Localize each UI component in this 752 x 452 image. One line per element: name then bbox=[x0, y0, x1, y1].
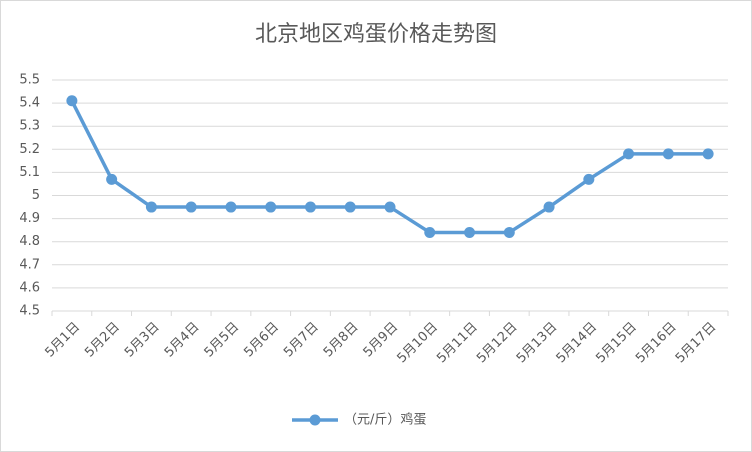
y-tick-label: 5.5 bbox=[19, 73, 40, 88]
chart-title: 北京地区鸡蛋价格走势图 bbox=[255, 22, 497, 47]
marker bbox=[503, 226, 515, 238]
y-tick-label: 5.4 bbox=[19, 96, 40, 111]
y-tick-label: 4.5 bbox=[19, 304, 40, 319]
marker bbox=[662, 148, 674, 160]
y-tick-label: 4.9 bbox=[19, 211, 40, 226]
marker bbox=[623, 148, 635, 160]
y-tick-label: 5.2 bbox=[19, 142, 40, 157]
marker bbox=[66, 95, 78, 107]
marker bbox=[583, 173, 595, 185]
y-tick-label: 4.6 bbox=[19, 280, 40, 295]
marker bbox=[265, 201, 277, 213]
marker bbox=[384, 201, 396, 213]
marker bbox=[424, 226, 436, 238]
y-tick-label: 5.1 bbox=[19, 165, 40, 180]
marker bbox=[702, 148, 714, 160]
y-tick-label: 5 bbox=[32, 188, 40, 203]
marker bbox=[225, 201, 237, 213]
marker bbox=[543, 201, 555, 213]
legend-label: （元/斤）鸡蛋 bbox=[344, 412, 426, 428]
y-tick-label: 5.3 bbox=[19, 119, 40, 134]
marker bbox=[464, 226, 476, 238]
marker bbox=[185, 201, 197, 213]
marker bbox=[304, 201, 316, 213]
y-tick-label: 4.7 bbox=[19, 257, 40, 272]
marker bbox=[344, 201, 356, 213]
legend-marker bbox=[309, 414, 321, 426]
marker bbox=[106, 173, 118, 185]
marker bbox=[145, 201, 157, 213]
y-tick-label: 4.8 bbox=[19, 234, 40, 249]
